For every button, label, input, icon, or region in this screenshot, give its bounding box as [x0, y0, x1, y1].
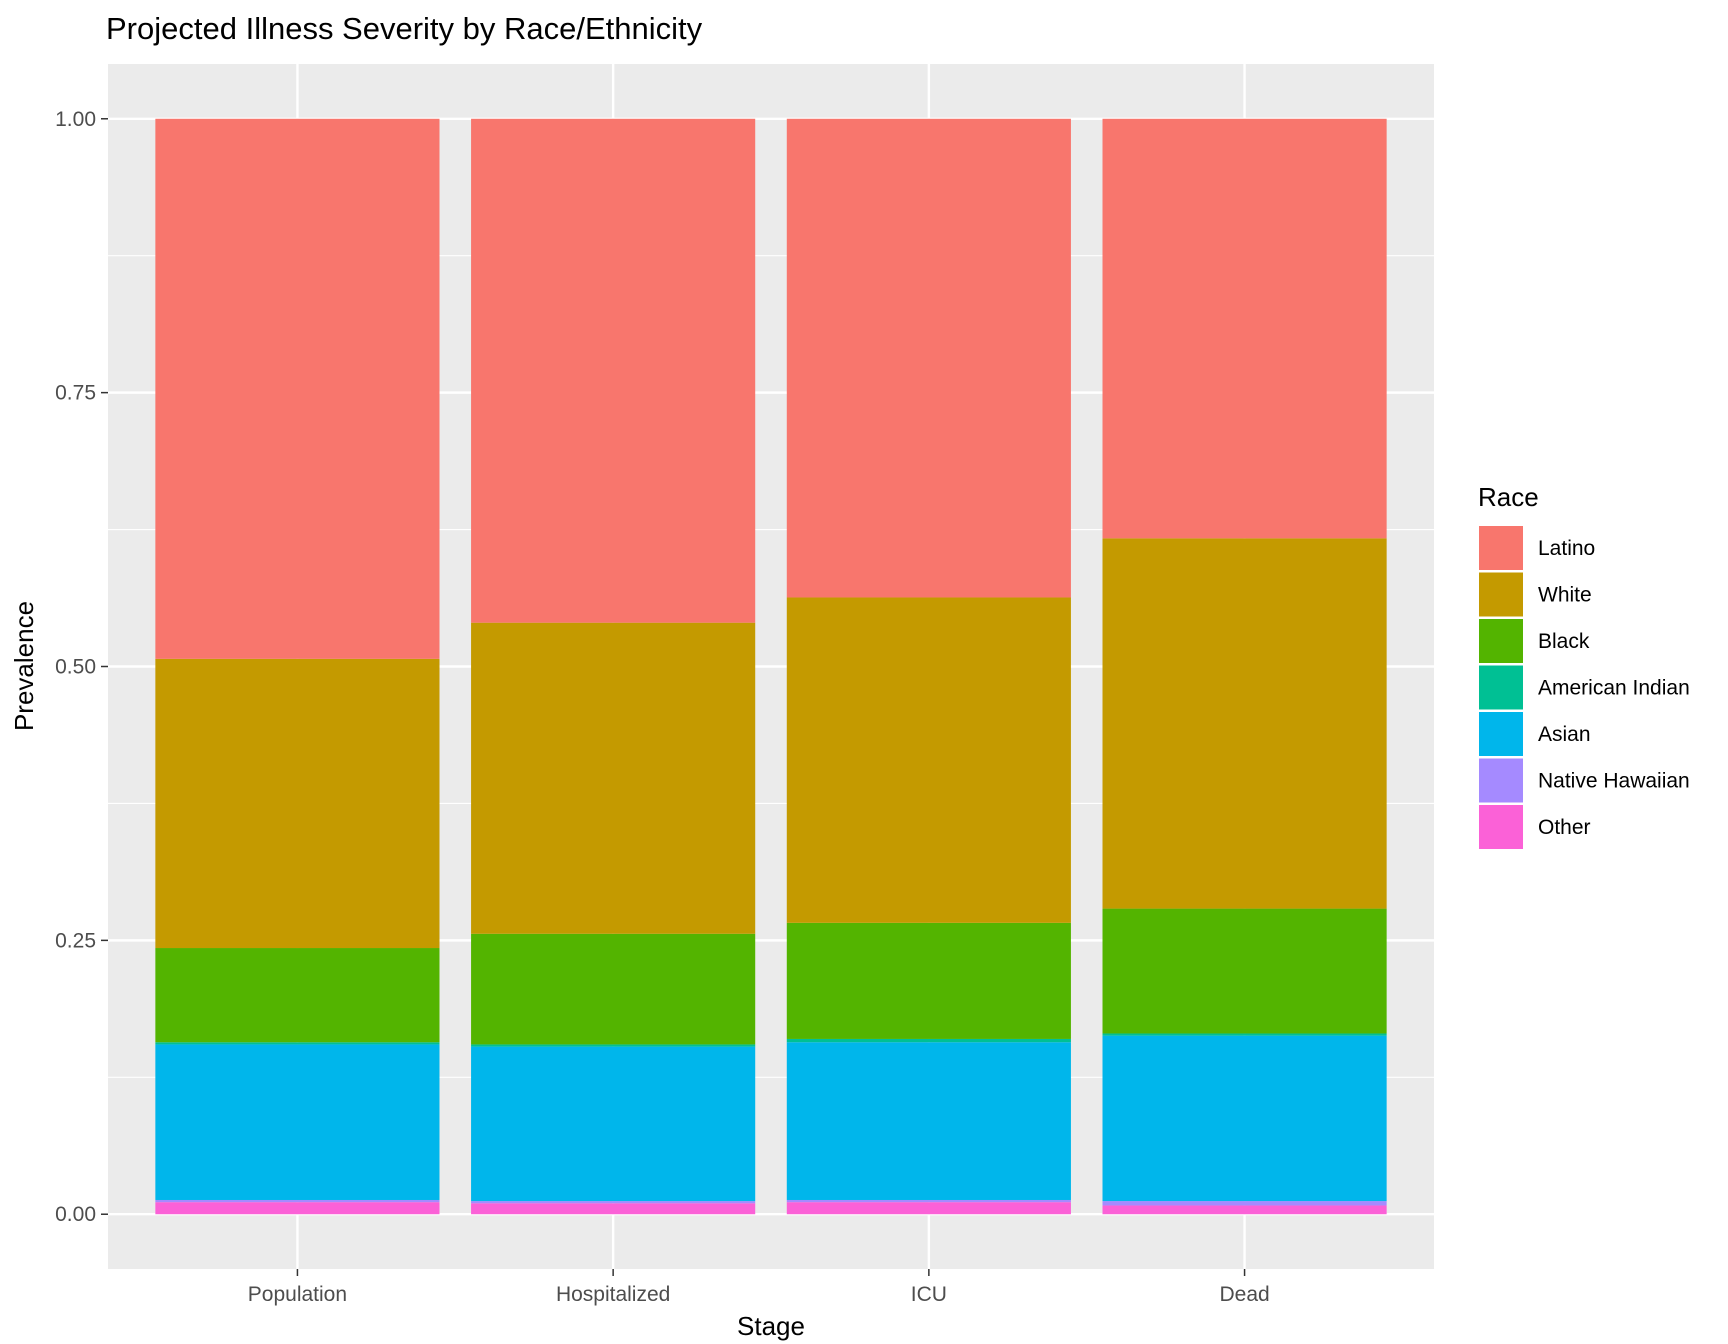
legend-swatch — [1479, 805, 1523, 849]
legend-label: Black — [1538, 630, 1590, 653]
x-tick-label: ICU — [911, 1283, 947, 1306]
bar-segment — [786, 118, 1071, 598]
bars — [155, 118, 1387, 1215]
bar-segment — [786, 597, 1071, 923]
y-tick-label: 0.75 — [55, 382, 96, 405]
legend-title: Race — [1478, 482, 1539, 512]
bar-segment — [155, 1202, 440, 1215]
bar-segment — [786, 1042, 1071, 1200]
x-tick-label: Hospitalized — [556, 1283, 670, 1306]
legend-swatch — [1479, 665, 1523, 710]
bar-segment — [471, 1044, 756, 1047]
legend-label: Latino — [1538, 537, 1595, 560]
bar-segment — [1102, 908, 1387, 1034]
bar-segment — [155, 658, 440, 949]
bar-segment — [471, 933, 756, 1045]
bar-segment — [1102, 1205, 1387, 1215]
legend-label: Asian — [1538, 723, 1591, 746]
bar-segment — [471, 622, 756, 934]
y-tick-label: 0.00 — [55, 1203, 96, 1226]
legend: Race Latino White Black American Indian Asia… — [1478, 482, 1690, 849]
bar-segment — [471, 1046, 756, 1202]
legend-swatch — [1479, 526, 1523, 570]
bar-segment — [1102, 118, 1387, 539]
bar-segment — [786, 1199, 1071, 1203]
bar-segment — [155, 1042, 440, 1045]
bar-segment — [155, 948, 440, 1043]
bar-segment — [471, 1201, 756, 1204]
legend-label: American Indian — [1538, 677, 1690, 700]
x-tick-label: Dead — [1219, 1283, 1269, 1306]
y-axis: 0.00 0.25 0.50 0.75 1.00 — [55, 108, 108, 1226]
x-axis: Population Hospitalized ICU Dead — [248, 1269, 1270, 1306]
chart-title: Projected Illness Severity by Race/Ethni… — [106, 11, 703, 46]
bar-segment — [1102, 1033, 1387, 1036]
bar-segment — [155, 1199, 440, 1203]
bar-segment — [155, 118, 440, 659]
bar-segment — [786, 922, 1071, 1039]
legend-swatch — [1479, 619, 1523, 663]
legend-items: Latino White Black American Indian Asian Nati… — [1479, 526, 1690, 849]
bar-segment — [786, 1202, 1071, 1215]
bar-segment — [471, 118, 756, 623]
bar-segment — [1102, 538, 1387, 909]
x-axis-title: Stage — [737, 1311, 805, 1341]
legend-swatch — [1479, 572, 1523, 617]
y-axis-title: Prevalence — [9, 601, 39, 731]
bar-segment — [471, 1203, 756, 1215]
y-tick-label: 0.50 — [55, 656, 96, 679]
bar-segment — [786, 1038, 1071, 1043]
y-tick-label: 1.00 — [55, 108, 96, 131]
y-tick-label: 0.25 — [55, 929, 96, 952]
legend-swatch — [1479, 712, 1523, 756]
legend-label: White — [1538, 584, 1592, 607]
bar-segment — [1102, 1035, 1387, 1202]
legend-label: Other — [1538, 816, 1591, 839]
bar-segment — [1102, 1201, 1387, 1206]
x-tick-label: Population — [248, 1283, 347, 1306]
legend-swatch — [1479, 758, 1523, 803]
legend-label: Native Hawaiian — [1538, 770, 1690, 793]
bar-segment — [155, 1044, 440, 1200]
